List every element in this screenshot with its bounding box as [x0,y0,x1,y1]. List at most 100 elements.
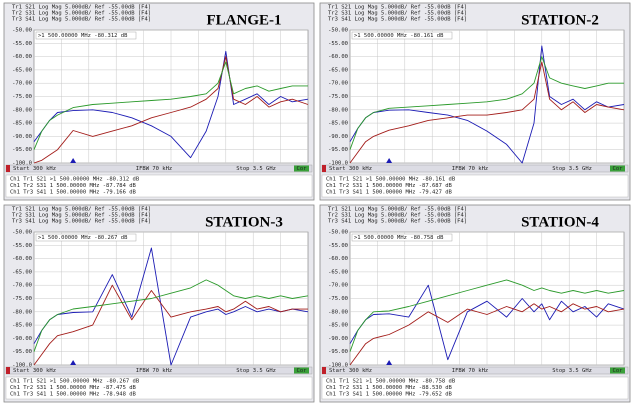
y-tick-label: -70.00 [12,81,32,87]
y-tick-label: -50.00 [328,230,348,236]
y-tick-label: -65.00 [328,67,348,73]
y-tick-label: -100.0 [328,161,348,167]
marker-readout: >1 500.00000 MHz -80.312 dB [38,33,128,39]
marker-table-row: Ch1 Tr3 S41 1 500.00000 MHz -79.652 dB [326,392,453,398]
trace-header: Tr2 S31 Log Mag 5.000dB/ Ref -55.00dB [F… [12,213,151,219]
y-tick-label: -50.00 [328,28,348,34]
marker-readout-box [351,31,453,40]
y-tick-label: -100.0 [328,363,348,369]
panel: Tr1 S21 Log Mag 5.000dB/ Ref -55.00dB [F… [319,2,631,201]
y-tick-label: -95.00 [328,349,348,355]
y-tick-label: -55.00 [328,243,348,249]
trace-header: Tr1 S21 Log Mag 5.000dB/ Ref -55.00dB [F… [328,207,467,213]
marker-readout-box [35,233,137,242]
trace-header: Tr3 S41 Log Mag 5.000dB/ Ref -55.00dB [F… [12,17,151,23]
y-tick-label: -95.00 [12,147,32,153]
y-tick-label: -75.00 [12,296,32,302]
y-tick-label: -75.00 [328,94,348,100]
y-tick-label: -80.00 [12,309,32,315]
y-tick-label: -100.0 [12,161,32,167]
marker-table-row: Ch1 Tr2 S31 1 500.00000 MHz -87.687 dB [326,183,453,189]
trace-line [33,279,309,352]
marker-readout-box [351,233,453,242]
panel: Tr1 S21 Log Mag 5.000dB/ Ref -55.00dB [F… [319,204,631,403]
footer-stop: Stop 3.5 GHz [552,368,592,374]
y-tick-label: -65.00 [328,269,348,275]
trace-line [349,279,625,352]
marker-indicator [386,158,393,163]
trace-line [349,61,625,164]
marker-table-bg [321,376,629,400]
y-tick-label: -60.00 [328,256,348,262]
footer-ifbw: IFBW 70 kHz [452,368,488,374]
trace-header: Tr1 S21 Log Mag 5.000dB/ Ref -55.00dB [F… [12,5,151,11]
y-tick-label: -95.00 [12,349,32,355]
footer-cor: Cor [297,368,308,374]
y-tick-label: -60.00 [328,54,348,60]
trace-line [33,50,309,159]
y-tick-label: -95.00 [328,147,348,153]
y-tick-label: -70.00 [328,283,348,289]
marker-table-row: Ch1 Tr2 S31 1 500.00000 MHz -87.475 dB [10,385,137,391]
chart-title: STATION-2 [521,12,599,28]
trace-header: Tr2 S31 Log Mag 5.000dB/ Ref -55.00dB [F… [12,11,151,17]
marker-table-row: Ch1 Tr3 S41 1 500.00000 MHz -79.166 dB [10,190,137,196]
y-tick-label: -55.00 [12,41,32,47]
y-tick-label: -90.00 [12,134,32,140]
panel: Tr1 S21 Log Mag 5.000dB/ Ref -55.00dB [F… [3,2,315,201]
footer-ifbw: IFBW 70 kHz [452,166,488,172]
cor-box [610,367,625,374]
marker-table-row: Ch1 Tr1 S21 >1 500.00000 MHz -80.161 dB [326,177,456,183]
y-tick-label: -70.00 [328,81,348,87]
marker-table-bg [5,174,313,198]
marker-indicator [386,360,393,365]
footer-ifbw: IFBW 70 kHz [136,166,172,172]
marker-table-row: Ch1 Tr3 S41 1 500.00000 MHz -78.948 dB [10,392,137,398]
y-tick-label: -65.00 [12,269,32,275]
y-tick-label: -50.00 [12,230,32,236]
cor-box [294,165,309,172]
trace-header: Tr1 S21 Log Mag 5.000dB/ Ref -55.00dB [F… [328,5,467,11]
trace-line [349,284,625,361]
marker-table-row: Ch1 Tr2 S31 1 500.00000 MHz -87.784 dB [10,183,137,189]
trace-header: Tr2 S31 Log Mag 5.000dB/ Ref -55.00dB [F… [328,213,467,219]
trace-line [33,284,308,366]
y-tick-label: -100.0 [12,363,32,369]
y-tick-label: -85.00 [328,121,348,127]
footer-start: Start 300 kHz [329,166,372,172]
cor-box [610,165,625,172]
y-tick-label: -80.00 [12,107,32,113]
trace-header: Tr3 S41 Log Mag 5.000dB/ Ref -55.00dB [F… [328,219,467,225]
footer-ch-box [6,367,10,374]
marker-table-row: Ch1 Tr2 S31 1 500.00000 MHz -88.530 dB [326,385,453,391]
marker-readout: >1 500.00000 MHz -80.758 dB [354,235,444,241]
y-tick-label: -75.00 [12,94,32,100]
chart-title: STATION-4 [521,214,599,230]
footer-start: Start 300 kHz [13,368,56,374]
cor-box [294,367,309,374]
y-tick-label: -55.00 [328,41,348,47]
y-tick-label: -55.00 [12,243,32,249]
marker-table-row: Ch1 Tr1 S21 >1 500.00000 MHz -80.312 dB [10,177,140,183]
y-tick-label: -85.00 [12,121,32,127]
y-tick-label: -60.00 [12,54,32,60]
y-tick-label: -90.00 [328,134,348,140]
marker-indicator [70,360,77,365]
marker-readout: >1 500.00000 MHz -80.161 dB [354,33,444,39]
trace-header: Tr1 S21 Log Mag 5.000dB/ Ref -55.00dB [F… [12,207,151,213]
chart-title: STATION-3 [205,214,283,230]
trace-line [349,56,624,150]
marker-table-row: Ch1 Tr1 S21 >1 500.00000 MHz -80.758 dB [326,379,456,385]
footer-cor: Cor [613,166,624,172]
trace-header: Tr3 S41 Log Mag 5.000dB/ Ref -55.00dB [F… [328,17,467,23]
footer-start: Start 300 kHz [329,368,372,374]
y-tick-label: -70.00 [12,283,32,289]
y-tick-label: -90.00 [328,336,348,342]
y-tick-label: -60.00 [12,256,32,262]
marker-readout: >1 500.00000 MHz -80.267 dB [38,235,128,241]
footer-stop: Stop 3.5 GHz [552,166,592,172]
marker-table-row: Ch1 Tr3 S41 1 500.00000 MHz -79.427 dB [326,190,453,196]
footer-stop: Stop 3.5 GHz [236,166,276,172]
trace-line [33,61,308,150]
